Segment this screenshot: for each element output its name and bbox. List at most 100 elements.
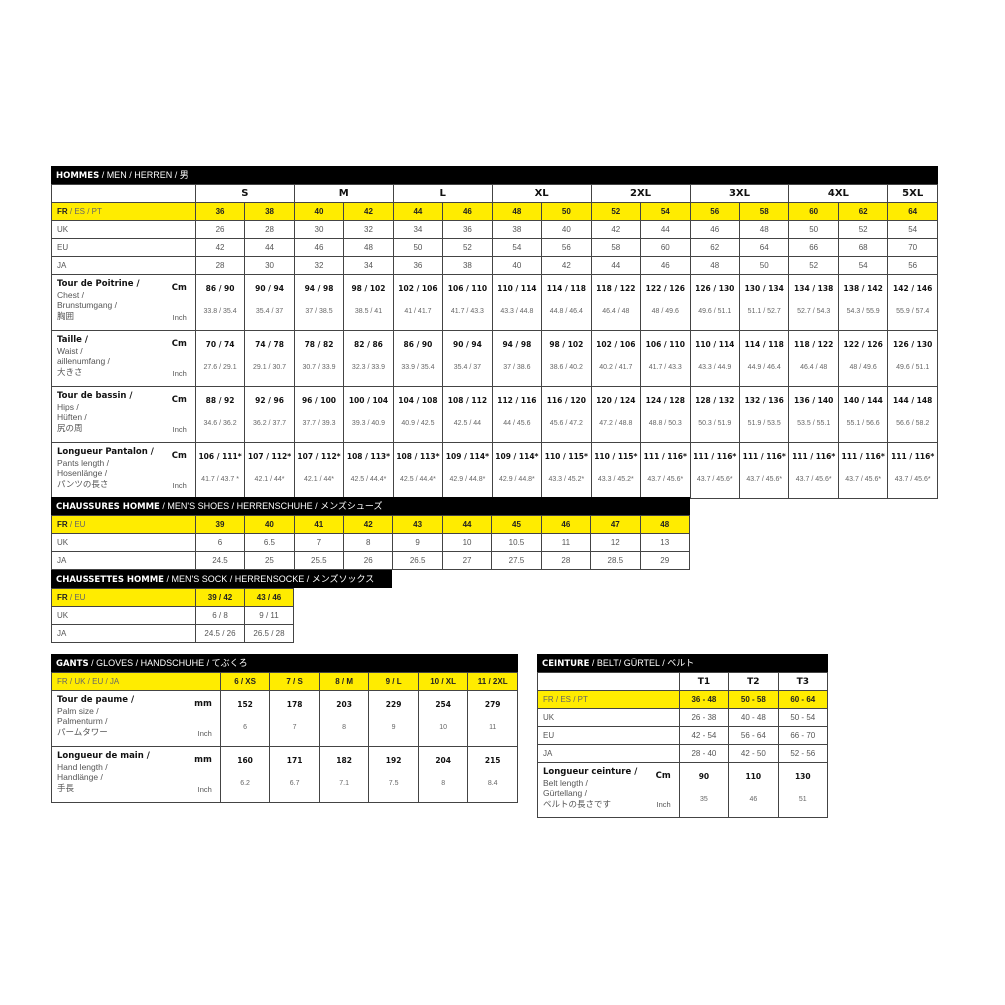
section-title: CHAUSSETTES HOMME / MEN'S SOCK / HERRENS…	[51, 570, 392, 588]
row-label: JA	[51, 624, 196, 643]
size-cell: 34	[392, 220, 444, 239]
measurement-cell: 254 10	[417, 690, 469, 747]
measurement-cell: 106 / 110 41.7 / 43.3	[640, 330, 691, 387]
fr-size-cell: 36 - 48	[678, 690, 730, 709]
inch-value: 39.3 / 40.9	[351, 420, 386, 427]
measurement-cell: 90 / 94 35.4 / 37	[442, 330, 493, 387]
measurement-cell: 215 8.4	[467, 746, 518, 803]
primary-value: 178	[286, 700, 303, 709]
fr-label: FR	[57, 593, 68, 602]
measurement-cell: 86 / 90 33.8 / 35.4	[194, 274, 246, 331]
fr-size-cell: 45	[491, 515, 542, 534]
unit-label: Cm	[171, 339, 187, 349]
primary-value: 102 / 106	[398, 284, 438, 293]
measurement-cell: 107 / 112* 42.1 / 44*	[293, 442, 345, 499]
measurement-translation: Pants length /	[57, 457, 109, 468]
measurement-row: Taille / Waist / aillenumfang / 大きさ Cm Inch 70…	[51, 330, 938, 387]
size-cell: 50	[738, 256, 790, 275]
fr-size-cell: 54	[640, 202, 691, 221]
measurement-cell: 106 / 111* 41.7 / 43.7 *	[194, 442, 246, 499]
fr-size-cell: 9 / L	[368, 672, 419, 691]
size-cell: 50	[788, 220, 839, 239]
size-cell: 26	[343, 551, 394, 570]
inch-value: 40.9 / 42.5	[401, 420, 435, 427]
size-cell: 7	[293, 533, 345, 552]
blank-cell	[537, 672, 680, 691]
fr-size-cell: 48	[639, 515, 690, 534]
inch-value: 6	[243, 724, 248, 731]
size-cell: 42	[590, 220, 642, 239]
fr-size-cell: 41	[293, 515, 345, 534]
inch-value: 51	[798, 796, 807, 803]
measurement-translation: Palmenturm /	[57, 716, 108, 726]
fr-label-rest: / ES / PT	[67, 207, 102, 216]
size-cell: 54	[887, 220, 938, 239]
measurement-cell: 160 6.2	[219, 746, 271, 803]
measurement-cell: 111 / 116* 43.7 / 45.6*	[837, 442, 889, 499]
primary-value: 106 / 111*	[198, 452, 242, 461]
measurement-row: Longueur Pantalon / Pants length / Hosenlä…	[51, 442, 938, 499]
measurement-row: Longueur de main / Hand length / Handlänge…	[51, 746, 518, 803]
size-cell: 56	[541, 238, 592, 257]
size-grid: FR / EU 39 40 41 42 43 44 45 46 47 48 UK 6 6.5 7 8 9 10 10…	[51, 515, 690, 570]
measurement-title: Tour de Poitrine /	[57, 279, 140, 289]
primary-value: 134 / 138	[794, 284, 834, 293]
size-letter-row: S M L XL 2XL 3XL 4XL 5XL	[51, 184, 938, 203]
size-cell: 32	[343, 220, 394, 239]
primary-value: 203	[336, 700, 352, 709]
measurement-translation: Palm size /	[57, 705, 99, 716]
unit-label: Cm	[171, 451, 187, 461]
size-cell: 27.5	[491, 551, 542, 570]
primary-value: 107 / 112*	[297, 452, 341, 461]
measurement-cell: 108 / 112 42.5 / 44	[442, 386, 493, 443]
inch-value: 53.5 / 55.1	[797, 420, 831, 427]
inch-value: 43.7 / 45.6*	[795, 476, 832, 483]
primary-value: 108 / 113*	[396, 452, 440, 461]
size-cell: 48	[343, 238, 394, 257]
measurement-cell: 114 / 118 44.9 / 46.4	[738, 330, 790, 387]
primary-value: 111 / 116*	[841, 452, 885, 461]
inch-value: 46	[749, 796, 758, 803]
size-cell: 29	[639, 551, 690, 570]
measurement-cell: 74 / 78 29.1 / 30.7	[244, 330, 295, 387]
primary-value: 279	[484, 700, 501, 709]
primary-value: 82 / 86	[354, 340, 383, 349]
size-cell: 46	[689, 220, 740, 239]
primary-value: 116 / 120	[546, 396, 586, 405]
measurement-translation: Belt length /	[543, 777, 588, 788]
measurement-cell: 110 / 115* 43.3 / 45.2*	[590, 442, 642, 499]
fr-size-cell: 47	[590, 515, 641, 534]
conversion-row: EU 42 44 46 48 50 52 54 56 58 60 62 64 66 68 70	[51, 238, 938, 257]
measurement-cell: 111 / 116* 43.7 / 45.6*	[887, 442, 938, 499]
inch-value: 30.7 / 33.9	[302, 364, 336, 371]
size-cell: 40 - 48	[728, 708, 779, 727]
conversion-row: UK 26 28 30 32 34 36 38 40 42 44 46 48 50 52 54	[51, 220, 938, 239]
primary-value: 126 / 130	[695, 284, 735, 293]
fr-size-cell: 60 - 64	[777, 690, 829, 709]
size-cell: 10	[441, 533, 493, 552]
measurement-translation: Chest /	[57, 289, 84, 300]
inch-value: 43.3 / 44.8	[500, 308, 534, 315]
size-cell: 54	[491, 238, 543, 257]
measurement-title: Tour de paume /	[57, 695, 135, 705]
section-title-main: CHAUSSURES HOMME	[56, 502, 160, 512]
conversion-row: UK 6 6.5 7 8 9 10 10.5 11 12 13	[51, 533, 690, 552]
measurement-translation: Hüften /	[57, 412, 87, 422]
fr-size-cell: 56	[689, 202, 740, 221]
measurement-cell: 90 35	[678, 762, 730, 818]
size-cell: 12	[590, 533, 641, 552]
row-label: FR / ES / PT	[51, 202, 196, 221]
primary-value: 107 / 112*	[247, 452, 292, 461]
socks-size-table: CHAUSSETTES HOMME / MEN'S SOCK / HERRENS…	[51, 570, 392, 643]
measurement-cell: 104 / 108 40.9 / 42.5	[392, 386, 444, 443]
measurement-cell: 142 / 146 55.9 / 57.4	[887, 274, 938, 331]
measurement-cell: 102 / 106 41 / 41.7	[392, 274, 444, 331]
fr-size-cell: 46	[442, 202, 493, 221]
size-group-label: XL	[491, 184, 592, 203]
measurement-cell: 152 6	[219, 690, 271, 747]
measurement-cell: 126 / 130 49.6 / 51.1	[887, 330, 938, 387]
size-grid: T1 T2 T3 FR / ES / PT 36 - 48 50 - 58 60 - 64 U…	[537, 672, 829, 818]
size-cell: 54	[837, 256, 889, 275]
size-cell: 8	[343, 533, 394, 552]
